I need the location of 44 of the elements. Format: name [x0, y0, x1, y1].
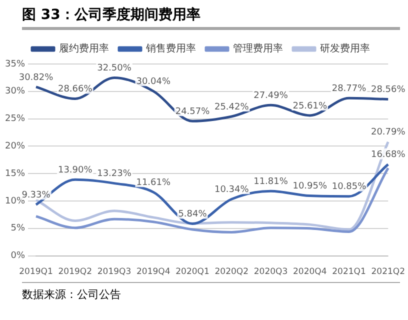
data-label: 25.42%: [214, 102, 250, 112]
y-tick-label: 0%: [10, 251, 26, 262]
data-label: 28.66%: [58, 84, 93, 95]
x-tick-label: 2019Q2: [58, 267, 92, 278]
y-tick-label: 20%: [4, 142, 26, 152]
data-label: 28.56%: [370, 85, 406, 96]
legend-label: 研发费用率: [320, 42, 370, 55]
x-tick-label: 2019Q1: [19, 267, 53, 278]
data-label: 13.90%: [58, 165, 93, 176]
data-label: 5.84%: [178, 210, 208, 220]
x-tick-label: 2020Q2: [214, 267, 248, 278]
data-label: 30.04%: [136, 77, 171, 88]
data-label: 28.77%: [332, 84, 367, 94]
data-label: 9.33%: [22, 190, 51, 201]
x-tick-label: 2020Q1: [176, 267, 210, 278]
x-tick-label: 2020Q3: [254, 267, 288, 278]
y-tick-label: 25%: [4, 114, 26, 124]
y-tick-label: 5%: [10, 224, 26, 234]
legend-label: 管理费用率: [233, 42, 283, 55]
x-tick-label: 2019Q3: [97, 267, 132, 278]
data-label: 20.79%: [370, 128, 406, 138]
data-label: 32.50%: [97, 64, 132, 74]
data-label: 10.34%: [214, 184, 250, 195]
chart-title: 图 33：公司季度期间费用率: [22, 6, 400, 30]
data-label: 10.95%: [292, 182, 328, 192]
data-label: 30.82%: [18, 72, 54, 83]
data-label: 25.61%: [292, 101, 328, 112]
x-tick-label: 2021Q2: [371, 267, 405, 278]
data-label: 11.81%: [254, 176, 288, 187]
data-label: 27.49%: [254, 91, 288, 101]
data-label: 10.85%: [332, 182, 367, 192]
legend-label: 履约费用率: [59, 42, 109, 55]
data-label: 24.57%: [175, 107, 210, 117]
y-tick-label: 35%: [4, 59, 26, 70]
y-tick-label: 15%: [4, 168, 26, 179]
data-label: 16.68%: [370, 150, 406, 160]
legend-label: 销售费用率: [145, 42, 196, 55]
x-tick-label: 2020Q4: [293, 267, 327, 278]
x-tick-label: 2021Q1: [332, 267, 366, 278]
source-note: 数据来源：公司公告: [22, 282, 400, 302]
y-tick-label: 30%: [4, 86, 26, 97]
x-tick-label: 2019Q4: [136, 267, 170, 278]
data-label: 11.61%: [136, 178, 171, 188]
data-label: 13.23%: [97, 169, 132, 180]
